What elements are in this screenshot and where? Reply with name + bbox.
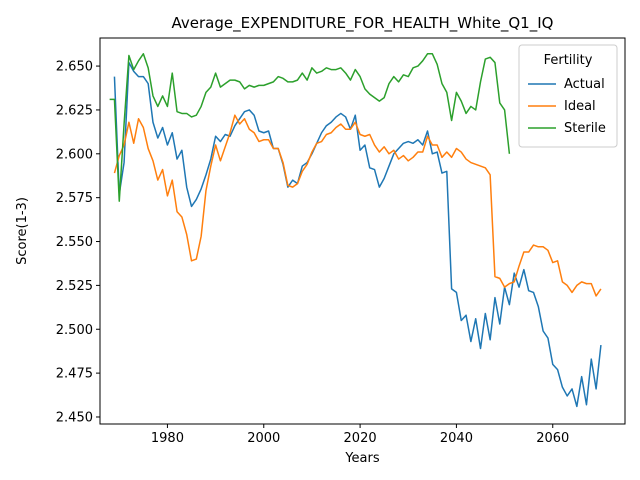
legend-box [518, 44, 618, 148]
x-tick-label: 1980 [151, 431, 184, 446]
chart-title: Average_EXPENDITURE_FOR_HEALTH_White_Q1_… [172, 14, 554, 33]
series-line-actual [113, 61, 602, 408]
y-tick-label: 2.575 [56, 191, 93, 206]
y-tick-label: 2.650 [56, 60, 93, 75]
y-tick-label: 2.625 [56, 103, 93, 118]
legend-label-ideal: Ideal [564, 99, 596, 114]
x-tick-label: 2000 [247, 431, 280, 446]
y-axis: 2.450 2.475 2.500 2.525 2.550 2.575 2.600 2.625… [56, 60, 100, 425]
legend-label-sterile: Sterile [564, 121, 606, 136]
series-line-ideal [113, 114, 602, 297]
legend-title: Fertility [544, 53, 593, 68]
y-axis-label: Score(1-3) [15, 197, 30, 265]
y-tick-label: 2.550 [56, 235, 93, 250]
legend-label-actual: Actual [564, 77, 605, 92]
plot-frame [99, 37, 626, 425]
x-tick-label: 2060 [536, 431, 569, 446]
y-tick-label: 2.500 [56, 323, 93, 338]
x-axis: 1980 2000 2020 2040 2060 [151, 424, 569, 446]
y-tick-label: 2.475 [56, 367, 93, 382]
series-line-sterile [109, 53, 511, 202]
y-tick-label: 2.525 [56, 279, 93, 294]
x-tick-label: 2020 [344, 431, 377, 446]
legend: Fertility Actual Ideal Sterile [518, 44, 618, 148]
y-tick-label: 2.600 [56, 147, 93, 162]
x-axis-label: Years [344, 451, 380, 466]
plot-area [99, 37, 626, 425]
x-tick-label: 2040 [440, 431, 473, 446]
y-tick-label: 2.450 [56, 410, 93, 425]
